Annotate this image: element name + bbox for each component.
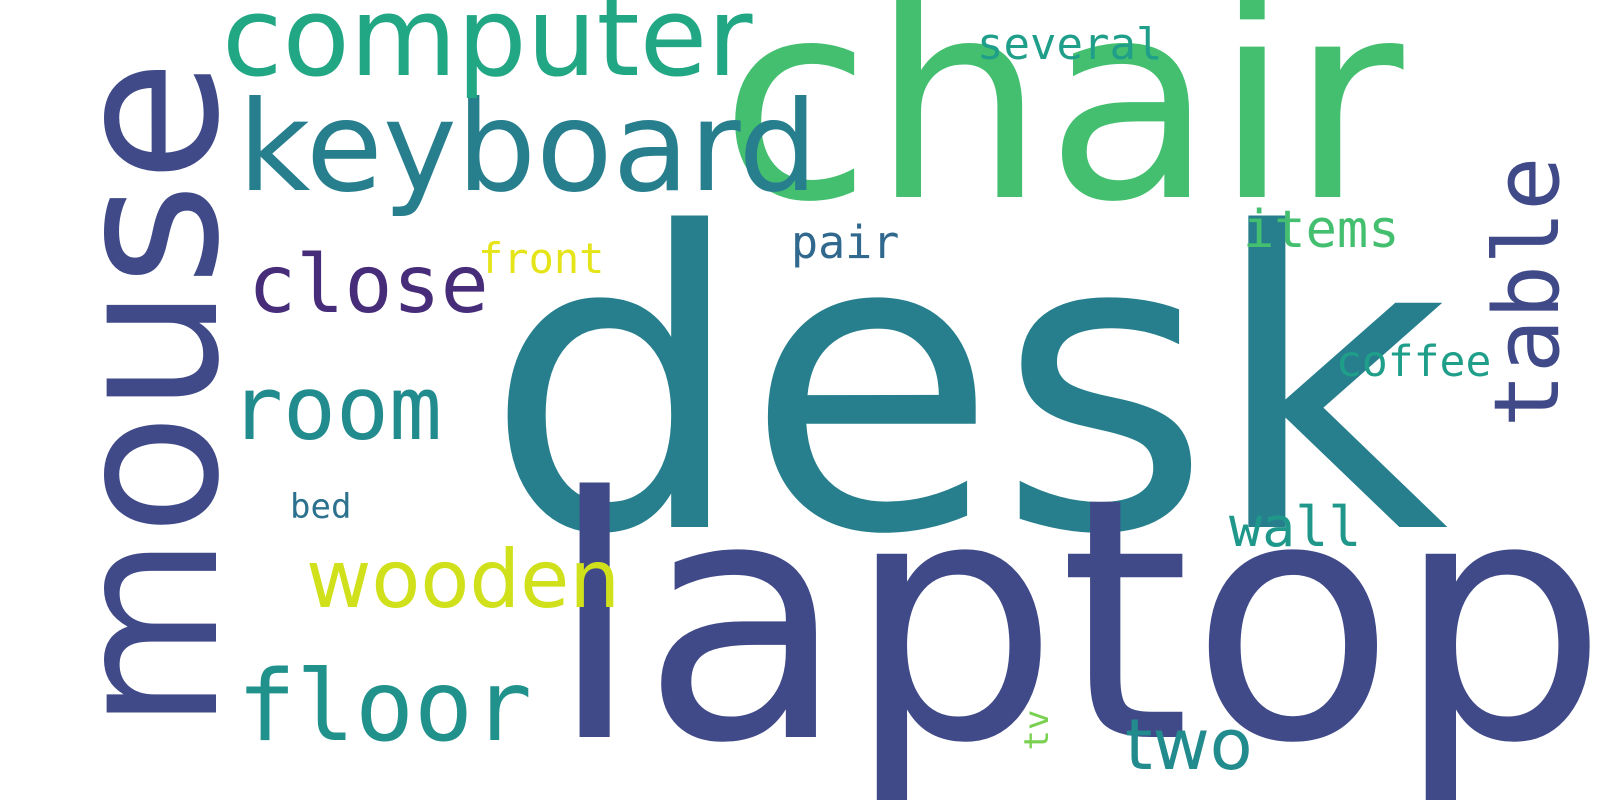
word-mouse: mouse [31, 59, 264, 731]
word-pair: pair [791, 216, 900, 269]
word-tv: tv [1017, 709, 1057, 751]
word-computer: computer [222, 0, 753, 101]
word-wooden: wooden [306, 533, 621, 626]
word-desk: desk [485, 146, 1449, 624]
word-chair: chair [720, 0, 1404, 262]
word-bed: bed [290, 487, 352, 527]
word-coffee: coffee [1336, 337, 1492, 387]
word-keyboard: keyboard [238, 75, 818, 220]
word-room: room [230, 357, 442, 460]
word-items: items [1243, 200, 1400, 260]
word-laptop: laptop [548, 427, 1600, 800]
word-close: close [248, 238, 489, 331]
word-table: table [1475, 156, 1580, 428]
word-front: front [478, 234, 605, 283]
word-wall: wall [1229, 495, 1362, 559]
word-floor: floor [237, 650, 533, 764]
word-two: two [1125, 704, 1253, 786]
word-several: several [977, 19, 1163, 70]
